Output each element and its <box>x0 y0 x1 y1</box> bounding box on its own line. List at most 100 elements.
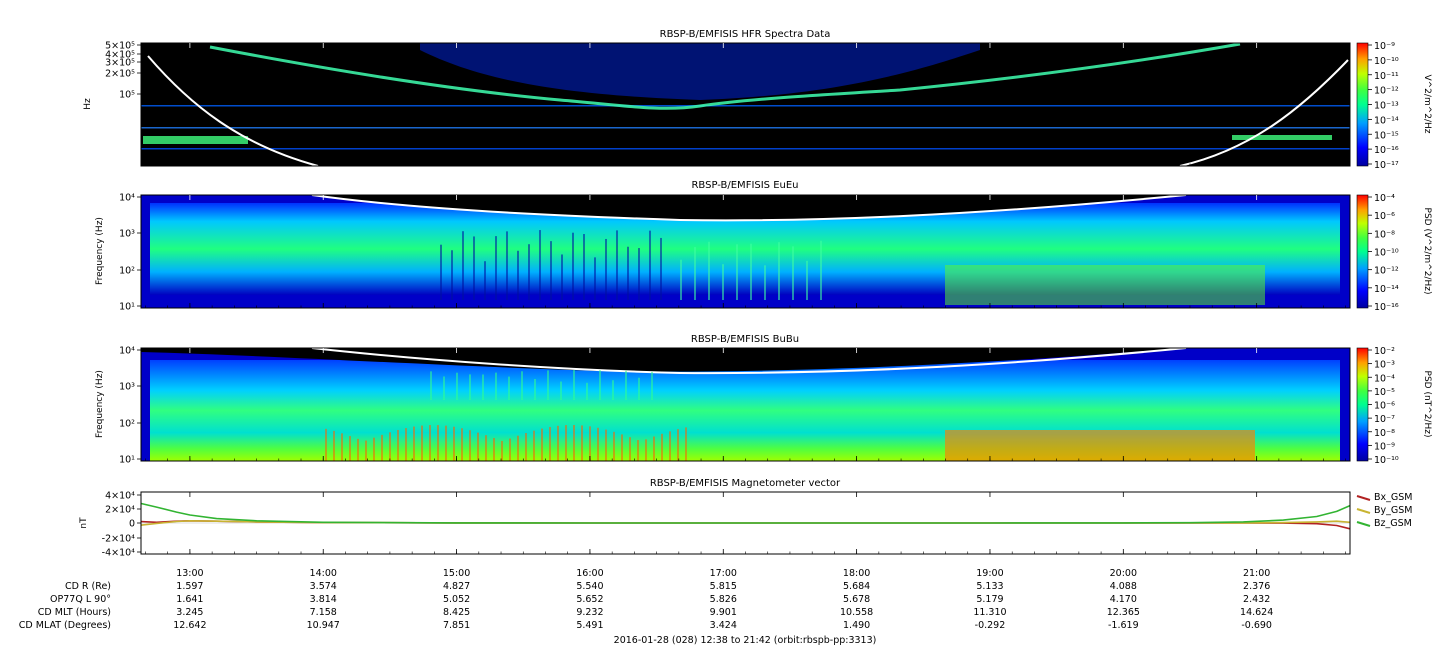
bubu-burst <box>389 432 391 461</box>
y-tick-label: 10³ <box>119 382 135 393</box>
y-tick-label: 10⁵ <box>119 90 135 101</box>
y-tick-label: 10⁴ <box>119 346 135 357</box>
eueu-burst <box>680 259 682 300</box>
ephemeris-value: 5.540 <box>576 581 603 592</box>
eueu-y-ticks: 10⁴ 10³ 10² 10¹ <box>119 193 141 313</box>
eueu-burst <box>708 241 710 300</box>
ephemeris-value: -0.292 <box>975 620 1006 631</box>
bubu-burst <box>469 430 471 461</box>
time-tick-label: 19:00 <box>976 568 1003 579</box>
eueu-colorbar-label: PSD (V^2/m^2/Hz) <box>1422 208 1432 295</box>
colorbar-tick-label: 10⁻⁵ <box>1374 387 1395 398</box>
time-tick-label: 15:00 <box>443 568 470 579</box>
mag-title: RBSP-B/EMFISIS Magnetometer vector <box>650 478 841 489</box>
colorbar-tick-label: 10⁻⁹ <box>1374 441 1395 452</box>
hfr-emission-bands <box>141 43 1350 150</box>
y-tick-label: 5×10⁵ <box>105 41 135 52</box>
bubu-burst <box>453 426 455 461</box>
bubu-burst <box>430 371 432 400</box>
colorbar-tick-label: 10⁻⁶ <box>1374 401 1395 412</box>
bubu-burst <box>469 374 471 400</box>
colorbar-tick-label: 10⁻⁸ <box>1374 229 1395 240</box>
bubu-burst <box>547 370 549 400</box>
eueu-burst <box>722 264 724 300</box>
hfr-colorbar <box>1356 42 1369 167</box>
bubu-burst <box>599 370 601 400</box>
eueu-burst <box>506 231 508 300</box>
bubu-burst <box>509 438 511 461</box>
legend-swatch <box>1356 508 1371 514</box>
colorbar-tick-label: 10⁻¹⁰ <box>1374 56 1399 67</box>
ephemeris-row-label: OP77Q L 90° <box>50 594 111 605</box>
ephemeris-value: 8.425 <box>443 607 470 618</box>
ephemeris-value: 4.088 <box>1110 581 1137 592</box>
ephemeris-value: 5.491 <box>576 620 603 631</box>
bubu-burst <box>560 381 562 400</box>
bubu-burst <box>557 425 559 461</box>
bubu-burst <box>357 438 359 461</box>
ephemeris-value: 5.652 <box>576 594 603 605</box>
ephemeris-value: 5.052 <box>443 594 470 605</box>
bubu-burst <box>525 433 527 461</box>
time-tick-label: 16:00 <box>576 568 603 579</box>
mag-ylabel: nT <box>79 517 89 529</box>
eueu-burst <box>764 265 766 300</box>
y-tick-label: 10¹ <box>119 302 135 313</box>
eueu-burst <box>792 246 794 300</box>
bubu-burst <box>373 437 375 461</box>
y-tick-label: 10⁴ <box>119 193 135 204</box>
y-tick-label: 2×10⁴ <box>105 505 135 516</box>
bubu-burst <box>508 376 510 400</box>
time-axis-ticks: 13:00 14:00 15:00 16:00 17:00 18:00 19:00 20:00… <box>145 43 1346 579</box>
ephemeris-value: 4.827 <box>443 581 470 592</box>
y-tick-label: 4×10⁴ <box>105 491 135 502</box>
colorbar-tick-label: 10⁻¹³ <box>1374 101 1399 112</box>
eueu-burst <box>517 250 519 300</box>
bubu-burst <box>549 426 551 461</box>
ephemeris-row-label: CD MLAT (Degrees) <box>19 620 111 631</box>
ephemeris-row-label: CD R (Re) <box>65 581 111 592</box>
eueu-vertical-bursts <box>440 230 822 300</box>
ephemeris-value: 11.310 <box>973 607 1006 618</box>
mag-panel: RBSP-B/EMFISIS Magnetometer vector nT 4×… <box>79 478 1412 559</box>
bubu-burst <box>685 427 687 461</box>
ephemeris-value: 10.558 <box>840 607 873 618</box>
bubu-burst <box>365 440 367 461</box>
hfr-title: RBSP-B/EMFISIS HFR Spectra Data <box>660 29 831 40</box>
bubu-burst <box>443 376 445 400</box>
colorbar-tick-label: 10⁻¹⁷ <box>1374 160 1399 171</box>
bubu-colorbar-label: PSD (nT^2/Hz) <box>1422 371 1432 438</box>
bubu-burst <box>541 428 543 461</box>
bubu-burst <box>669 431 671 461</box>
bubu-burst <box>621 434 623 461</box>
y-tick-label: 0 <box>129 519 135 530</box>
eueu-title: RBSP-B/EMFISIS EuEu <box>691 180 798 191</box>
bubu-burst <box>413 426 415 461</box>
eueu-burst <box>572 232 574 300</box>
eueu-burst <box>736 244 738 300</box>
ephemeris-value: 3.814 <box>310 594 337 605</box>
ephemeris-value: 1.597 <box>176 581 203 592</box>
colorbar-tick-label: 10⁻¹⁶ <box>1374 145 1399 156</box>
eueu-burst <box>820 240 822 300</box>
bubu-burst <box>581 425 583 461</box>
bubu-burst <box>482 374 484 400</box>
eueu-burst <box>594 257 596 300</box>
ephemeris-table: CD R (Re) 1.597 3.574 4.827 5.540 5.815 5.684 5… <box>19 581 1273 631</box>
eueu-burst <box>750 243 752 300</box>
eueu-burst <box>495 236 497 300</box>
y-tick-label: 10² <box>119 419 135 430</box>
colorbar-tick-label: 10⁻⁴ <box>1374 193 1395 204</box>
bubu-empty-region <box>141 348 1186 372</box>
eueu-low-frequency-band <box>945 265 1265 305</box>
legend-label: Bx_GSM <box>1374 492 1412 503</box>
hfr-panel: RBSP-B/EMFISIS HFR Spectra Data Hz 5×10⁵… <box>83 29 1432 171</box>
eueu-burst <box>539 230 541 300</box>
bubu-burst <box>405 428 407 461</box>
ephemeris-value: 9.901 <box>710 607 737 618</box>
eueu-ylabel: Frequency (Hz) <box>95 217 105 285</box>
colorbar-tick-label: 10⁻¹¹ <box>1374 71 1399 82</box>
ephemeris-value: 4.170 <box>1110 594 1137 605</box>
legend-swatch <box>1356 521 1371 527</box>
eueu-burst <box>660 237 662 300</box>
